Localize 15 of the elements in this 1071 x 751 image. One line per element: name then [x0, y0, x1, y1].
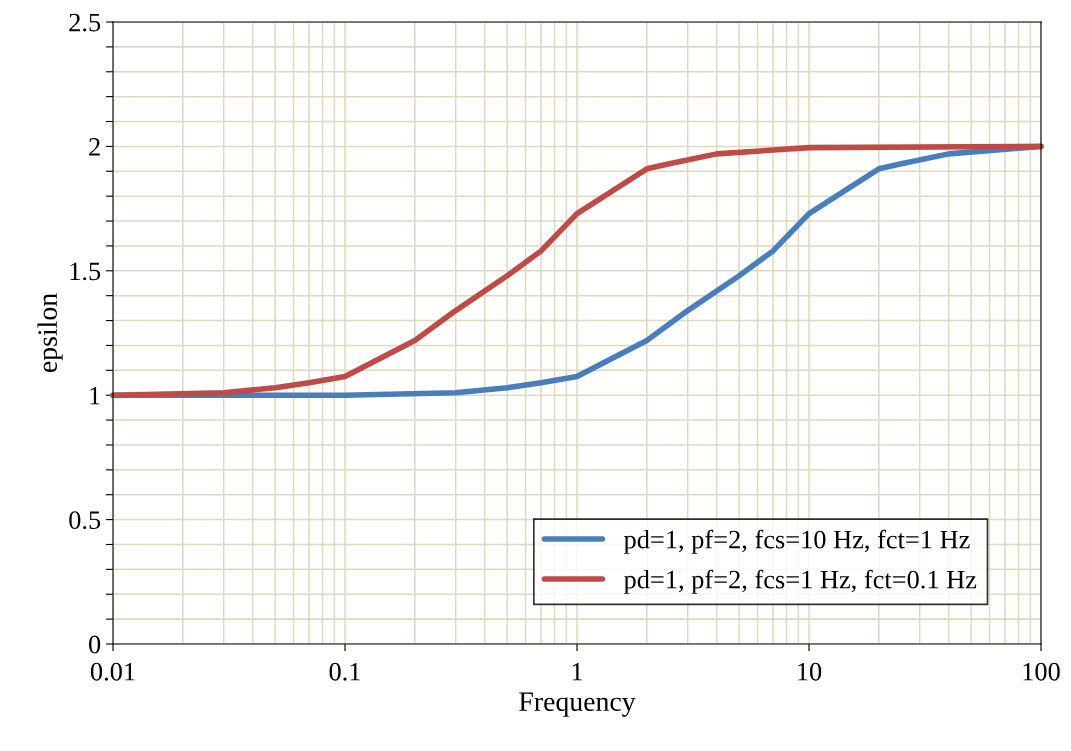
y-tick-label: 0.5 — [69, 511, 101, 530]
x-axis-title: Frequency — [519, 692, 636, 717]
y-tick-label: 1 — [90, 386, 100, 405]
y-tick-label: 1.5 — [70, 262, 101, 281]
x-tick-label: 10 — [798, 662, 822, 681]
x-tick-label: 0.1 — [329, 662, 360, 681]
legend-label: pd=1, pf=2, fcs=10 Hz, fct=1 Hz — [623, 529, 970, 554]
x-tick-label: 0.01 — [90, 662, 135, 681]
y-tick-label: 0 — [89, 635, 101, 654]
legend-label: pd=1, pf=2, fcs=1 Hz, fct=0.1 Hz — [623, 569, 977, 594]
y-axis-title: epsilon — [37, 293, 63, 373]
y-tick-label: 2.5 — [69, 13, 101, 32]
x-tick-label: 1 — [572, 662, 583, 681]
x-tick-label: 100 — [1023, 662, 1060, 681]
y-tick-label: 2 — [89, 138, 100, 156]
